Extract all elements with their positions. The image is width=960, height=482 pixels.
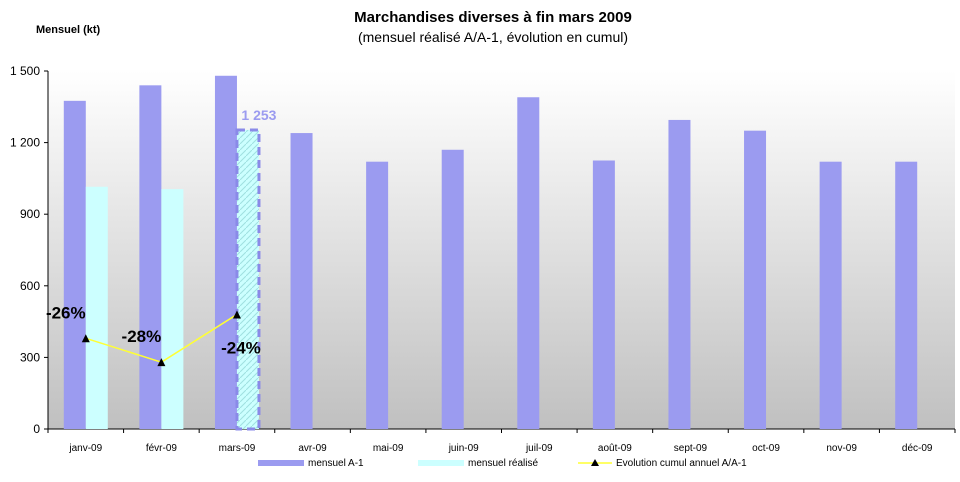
legend-label-mensuel-realise: mensuel réalisé [468,458,538,469]
bar-mensuel-realise [236,129,259,429]
x-tick-label: mai-09 [373,443,404,454]
chart-subtitle: (mensuel réalisé A/A-1, évolution en cum… [358,29,628,45]
bar-mensuel-realise [85,186,108,429]
bar-mensuel-a-1 [441,149,464,429]
bar-mensuel-a-1 [744,130,767,429]
x-tick-label: juin-09 [448,443,479,454]
bar-mensuel-a-1 [63,100,86,429]
line-marker [157,358,166,367]
x-tick-label: juil-09 [525,443,553,454]
bar-mensuel-a-1 [592,160,615,429]
bar-highlight-outline [235,128,261,431]
bar-mensuel-realise [161,189,184,429]
bar-mensuel-a-1 [517,97,540,430]
legend-label-evolution: Evolution cumul annuel A/A-1 [616,458,747,469]
bar-mensuel-a-1 [214,75,237,430]
pct-label: -26% [46,303,86,322]
line-series [81,310,241,367]
bar-mensuel-a-1 [366,161,389,429]
pct-label: -28% [122,327,162,346]
x-tick-label: déc-09 [902,443,933,454]
y-axis-label: Mensuel (kt) [36,24,101,36]
legend-swatch-evolution-marker [591,459,599,466]
pct-label: -24% [221,338,261,357]
y-axis: 0 300 600 900 1 200 1 500 [10,64,49,436]
y-tick-label: 0 [33,422,40,436]
chart-title: Marchandises diverses à fin mars 2009 [354,9,632,26]
x-tick-label: janv-09 [68,443,102,454]
x-tick-label: mars-09 [219,443,256,454]
y-tick-label: 300 [20,350,40,364]
y-tick-label: 600 [20,279,40,293]
x-tick-label: avr-09 [298,443,327,454]
bar-mensuel-a-1 [819,161,842,429]
bar-mensuel-a-1 [139,85,162,429]
x-tick-label: nov-09 [826,443,857,454]
legend-swatch-mensuel-a-1 [258,460,304,466]
line-marker [81,334,90,343]
x-axis: janv-09 févr-09 mars-09 avr-09 mai-09 juin-09… [47,428,956,454]
highlight-value-label: 1 253 [241,107,276,123]
data-labels: -26% -28% -24% 1 253 [46,107,277,358]
y-tick-label: 1 200 [10,136,40,150]
bar-mensuel-a-1 [290,133,313,429]
x-tick-label: août-09 [598,443,632,454]
legend: mensuel A-1 mensuel réalisé Evolution cumu… [258,458,747,469]
line-marker [232,310,241,319]
plot-area [48,71,955,429]
legend-label-mensuel-a-1: mensuel A-1 [308,458,364,469]
bar-mensuel-a-1 [895,161,918,429]
x-tick-label: oct-09 [752,443,780,454]
x-tick-label: févr-09 [146,443,178,454]
y-tick-label: 900 [20,207,40,221]
x-tick-label: sept-09 [674,443,708,454]
bar-series [63,75,918,431]
legend-swatch-mensuel-realise [418,460,464,466]
bar-mensuel-a-1 [668,119,691,429]
y-tick-label: 1 500 [10,64,40,78]
